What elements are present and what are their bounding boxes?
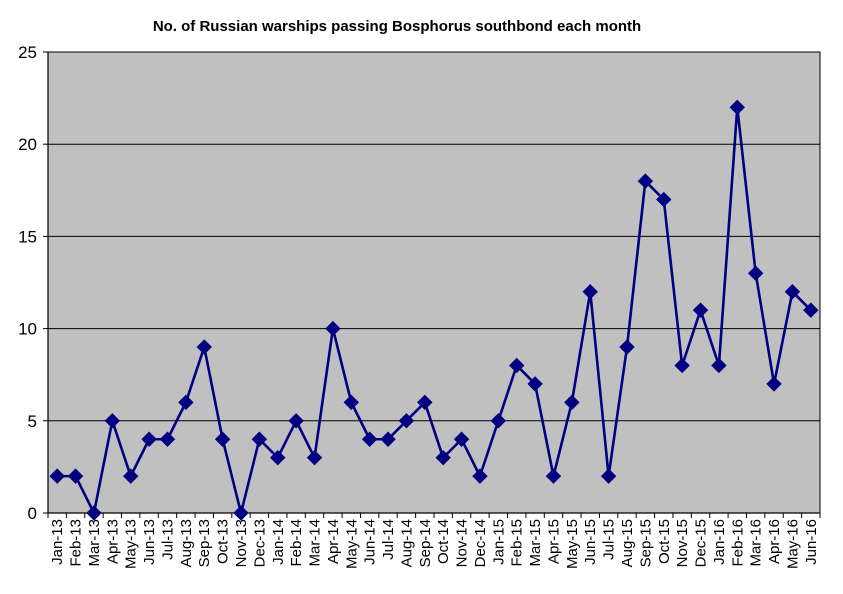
data-point [380, 431, 396, 447]
data-point [582, 284, 598, 300]
x-tick-label: Mar-14 [307, 519, 324, 567]
data-point [417, 394, 433, 411]
x-tick-labels: Jan-13 Feb-13 Mar-13 Apr-13 May-13 Jun-13 Jul-… [49, 519, 820, 569]
data-point [747, 265, 764, 281]
x-tick-label: Jan-14 [270, 519, 287, 565]
x-tick-label: Dec-15 [693, 519, 710, 567]
x-tick-label: Mar-13 [86, 519, 103, 567]
x-tick-label: May-15 [564, 519, 581, 569]
data-point [711, 357, 727, 374]
x-tick-label: Aug-13 [178, 519, 195, 567]
x-tick-label: Feb-16 [729, 519, 746, 567]
x-tick-label: Sep-15 [637, 519, 654, 567]
y-tick-label: 20 [18, 135, 37, 154]
x-tick-label: Jan-15 [490, 519, 507, 565]
data-point [766, 376, 782, 392]
data-point [233, 505, 249, 521]
data-point [178, 394, 194, 411]
data-point [619, 339, 635, 355]
data-point [490, 413, 507, 429]
plot-area [47, 51, 821, 514]
data-point [674, 357, 690, 374]
x-tick-label: Feb-13 [68, 519, 85, 567]
x-tick-label: Jul-14 [380, 519, 397, 560]
x-tick-label: Aug-15 [619, 519, 636, 567]
x-tick-label: Oct-14 [435, 519, 452, 564]
data-point [141, 431, 157, 447]
x-tick-label: Jun-14 [362, 519, 379, 565]
x-tick-label: Sep-14 [417, 519, 434, 567]
data-point [472, 468, 488, 484]
x-tick-label: Oct-15 [656, 519, 673, 564]
data-point [325, 320, 341, 337]
x-tick-label: Dec-14 [472, 519, 489, 567]
x-tick-label: Apr-15 [545, 519, 562, 564]
y-tick-labels: 0 5 10 15 20 25 [18, 43, 37, 523]
series-line [57, 106, 812, 515]
data-point [361, 431, 378, 447]
data-point [453, 431, 470, 447]
x-tick-label: Jun-13 [141, 519, 158, 565]
x-tick-label: Apr-14 [325, 519, 342, 564]
data-point [692, 302, 709, 318]
data-series [49, 99, 819, 521]
x-tick-label: Apr-16 [766, 519, 783, 564]
data-point [784, 284, 801, 300]
x-tick-label: Jan-16 [711, 519, 728, 565]
data-point [527, 376, 543, 392]
x-tick-label: Mar-15 [527, 519, 544, 567]
x-tick-label: May-13 [123, 519, 140, 569]
data-point [656, 191, 672, 208]
x-tick-label: Aug-14 [398, 519, 415, 567]
x-tick-label: Dec-13 [251, 519, 268, 567]
data-point [306, 449, 323, 466]
x-tick-label: Feb-15 [509, 519, 526, 567]
data-point [251, 431, 268, 447]
data-point [123, 468, 139, 484]
x-tick-label: May-16 [784, 519, 801, 569]
y-tick-label: 25 [18, 43, 37, 62]
data-point [564, 394, 580, 411]
x-tick-label: Jul-13 [159, 519, 176, 560]
data-point [196, 339, 212, 355]
data-point [803, 302, 819, 318]
data-point [214, 431, 231, 447]
x-tick-label: Oct-13 [215, 519, 232, 564]
data-point [288, 413, 304, 429]
x-tick-label: Apr-13 [104, 519, 121, 564]
data-point [86, 505, 102, 521]
data-point [104, 413, 121, 429]
data-point [729, 99, 745, 116]
y-tick-label: 15 [18, 227, 37, 246]
data-point [49, 468, 65, 484]
x-tick-label: Nov-13 [233, 519, 250, 567]
data-point [343, 394, 359, 411]
data-point [435, 449, 451, 466]
data-point [67, 468, 84, 484]
data-point [159, 431, 176, 447]
data-point [545, 468, 562, 484]
x-tick-label: Jun-16 [803, 519, 820, 565]
data-point [398, 413, 415, 429]
x-tick-label: Jun-15 [582, 519, 599, 565]
x-tick-label: Nov-15 [674, 519, 691, 567]
x-tick-label: Feb-14 [288, 519, 305, 567]
data-point [509, 357, 525, 374]
x-tick-label: Mar-16 [748, 519, 765, 567]
data-point [600, 468, 617, 484]
x-tick-label: Jan-13 [49, 519, 66, 565]
y-tick-label: 0 [28, 504, 37, 523]
chart-title: No. of Russian warships passing Bosphoru… [153, 18, 641, 35]
y-tick-label: 10 [18, 320, 37, 339]
data-point [270, 449, 286, 466]
x-tick-label: Nov-14 [454, 519, 471, 567]
axes [47, 52, 821, 518]
x-tick-label: Jul-15 [601, 519, 618, 560]
x-tick-label: May-14 [343, 519, 360, 569]
data-point [637, 173, 654, 189]
y-tick-label: 5 [28, 412, 37, 431]
x-tick-label: Sep-13 [196, 519, 213, 567]
